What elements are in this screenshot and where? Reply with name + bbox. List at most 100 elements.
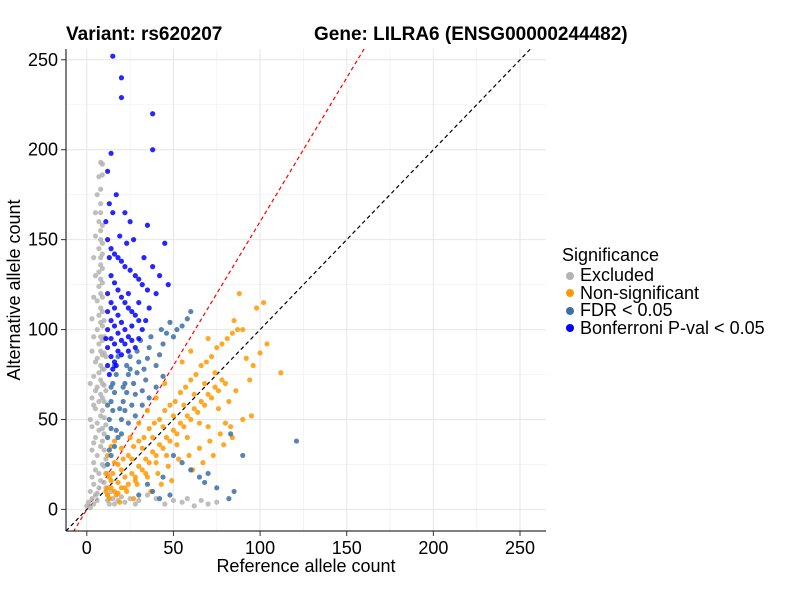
- point-non-significant: [176, 456, 182, 462]
- point-non-significant: [143, 456, 149, 462]
- point-bonferroni-p-val-0-05: [111, 341, 118, 347]
- point-excluded: [205, 501, 211, 507]
- point-excluded: [99, 240, 105, 246]
- point-non-significant: [146, 425, 152, 432]
- point-non-significant: [139, 445, 145, 451]
- point-bonferroni-p-val-0-05: [130, 237, 137, 243]
- point-non-significant: [136, 463, 142, 469]
- point-excluded: [96, 398, 102, 405]
- point-excluded: [92, 467, 99, 473]
- point-non-significant: [129, 470, 135, 477]
- point-bonferroni-p-val-0-05: [106, 201, 112, 207]
- point-bonferroni-p-val-0-05: [104, 362, 111, 369]
- point-fdr-0-05: [214, 485, 220, 491]
- point-excluded: [191, 503, 197, 509]
- point-non-significant: [226, 398, 232, 405]
- point-bonferroni-p-val-0-05: [122, 210, 128, 216]
- point-excluded: [101, 398, 107, 405]
- point-excluded: [106, 501, 112, 507]
- data-points: [84, 53, 300, 511]
- point-fdr-0-05: [124, 389, 130, 396]
- point-fdr-0-05: [120, 398, 126, 405]
- point-bonferroni-p-val-0-05: [125, 305, 131, 311]
- point-non-significant: [215, 406, 222, 412]
- point-non-significant: [172, 398, 178, 405]
- point-bonferroni-p-val-0-05: [125, 334, 131, 340]
- y-tick-label: 150: [28, 230, 58, 250]
- point-non-significant: [106, 474, 112, 480]
- y-axis-ticks: 0 50 100 150 200 250: [28, 50, 66, 519]
- point-bonferroni-p-val-0-05: [144, 222, 151, 228]
- point-excluded: [85, 499, 92, 505]
- y-tick-label: 50: [38, 409, 58, 429]
- point-excluded: [101, 317, 107, 324]
- point-non-significant: [122, 474, 128, 480]
- point-non-significant: [122, 485, 128, 491]
- point-fdr-0-05: [293, 438, 300, 444]
- point-excluded: [94, 420, 100, 426]
- point-bonferroni-p-val-0-05: [127, 219, 133, 225]
- point-non-significant: [130, 496, 137, 502]
- point-excluded: [99, 161, 105, 167]
- point-fdr-0-05: [188, 467, 194, 473]
- point-non-significant: [257, 350, 263, 356]
- point-non-significant: [111, 460, 118, 466]
- point-fdr-0-05: [240, 452, 246, 459]
- point-fdr-0-05: [153, 362, 159, 369]
- point-fdr-0-05: [146, 395, 152, 401]
- point-excluded: [89, 348, 95, 354]
- reference-line-black-diagonal: [66, 49, 532, 531]
- legend-label: Non-significant: [580, 282, 700, 303]
- point-bonferroni-p-val-0-05: [136, 335, 142, 342]
- point-excluded: [99, 308, 105, 315]
- point-non-significant: [118, 467, 125, 473]
- point-excluded: [98, 201, 104, 207]
- point-non-significant: [177, 389, 183, 396]
- point-excluded: [98, 228, 104, 234]
- point-bonferroni-p-val-0-05: [141, 255, 147, 261]
- point-bonferroni-p-val-0-05: [104, 344, 111, 351]
- point-bonferroni-p-val-0-05: [144, 287, 151, 293]
- point-fdr-0-05: [106, 447, 112, 453]
- point-non-significant: [141, 434, 147, 441]
- point-bonferroni-p-val-0-05: [118, 294, 125, 300]
- legend-label: FDR < 0.05: [580, 300, 673, 321]
- point-bonferroni-p-val-0-05: [111, 251, 118, 257]
- x-axis-ticks: 0 50 100 150 200 250: [82, 531, 535, 558]
- point-excluded: [101, 447, 107, 453]
- point-non-significant: [188, 377, 194, 383]
- point-excluded: [96, 174, 102, 180]
- point-excluded: [94, 298, 100, 304]
- point-non-significant: [186, 452, 192, 459]
- point-excluded: [91, 402, 97, 408]
- plot-panel-background: [66, 49, 546, 531]
- x-axis-label: Reference allele count: [216, 556, 395, 576]
- gene-title: Gene: LILRA6 (ENSG00000244482): [314, 24, 628, 45]
- point-non-significant: [143, 470, 149, 477]
- point-excluded: [91, 460, 97, 466]
- point-non-significant: [221, 442, 227, 448]
- point-non-significant: [115, 490, 121, 496]
- point-fdr-0-05: [125, 371, 131, 378]
- point-fdr-0-05: [111, 389, 118, 396]
- point-bonferroni-p-val-0-05: [106, 371, 112, 378]
- point-non-significant: [212, 370, 218, 376]
- point-non-significant: [205, 391, 211, 397]
- point-fdr-0-05: [167, 319, 173, 325]
- point-bonferroni-p-val-0-05: [108, 335, 114, 342]
- point-fdr-0-05: [108, 452, 114, 459]
- point-bonferroni-p-val-0-05: [122, 326, 128, 333]
- point-excluded: [89, 447, 95, 453]
- point-fdr-0-05: [146, 344, 152, 351]
- point-excluded: [91, 481, 97, 487]
- point-non-significant: [215, 388, 222, 394]
- point-fdr-0-05: [104, 434, 111, 441]
- point-non-significant: [229, 330, 235, 336]
- point-excluded: [103, 388, 109, 394]
- point-non-significant: [264, 341, 270, 347]
- point-fdr-0-05: [130, 380, 137, 387]
- point-non-significant: [210, 452, 216, 459]
- legend-item-fdr: FDR < 0.05: [562, 300, 765, 321]
- point-fdr-0-05: [231, 488, 237, 495]
- point-excluded: [99, 294, 105, 300]
